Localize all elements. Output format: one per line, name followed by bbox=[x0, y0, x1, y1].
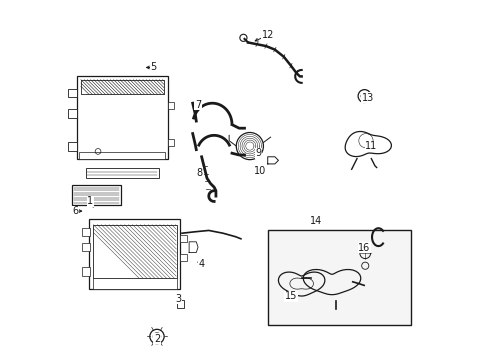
FancyBboxPatch shape bbox=[67, 109, 77, 118]
Text: 3: 3 bbox=[175, 294, 181, 303]
Text: 16: 16 bbox=[357, 243, 369, 253]
FancyBboxPatch shape bbox=[67, 142, 77, 150]
Text: 11: 11 bbox=[365, 141, 377, 151]
Bar bbox=[85, 168, 159, 178]
FancyBboxPatch shape bbox=[67, 89, 77, 97]
Bar bbox=[176, 300, 184, 307]
Bar bbox=[180, 235, 186, 242]
Bar bbox=[93, 278, 176, 289]
Text: 7: 7 bbox=[195, 100, 201, 110]
Bar bbox=[267, 230, 410, 325]
Bar bbox=[82, 243, 90, 251]
Bar bbox=[82, 267, 90, 276]
Text: 9: 9 bbox=[255, 148, 261, 158]
Bar bbox=[167, 139, 174, 146]
Text: 4: 4 bbox=[198, 259, 204, 269]
Bar bbox=[89, 219, 180, 289]
Text: 8: 8 bbox=[196, 168, 203, 178]
Bar bbox=[93, 225, 176, 278]
Text: 2: 2 bbox=[154, 334, 160, 344]
Bar bbox=[167, 102, 174, 109]
Bar bbox=[81, 80, 164, 94]
Text: 5: 5 bbox=[150, 63, 156, 72]
Text: 1: 1 bbox=[87, 197, 93, 206]
Bar bbox=[82, 228, 90, 236]
Text: 6: 6 bbox=[73, 206, 79, 216]
Text: 13: 13 bbox=[361, 93, 373, 103]
Text: 14: 14 bbox=[309, 216, 322, 226]
Bar bbox=[180, 254, 186, 261]
Text: 10: 10 bbox=[254, 166, 266, 176]
Bar bbox=[72, 185, 121, 205]
Bar bbox=[77, 76, 167, 158]
Text: 15: 15 bbox=[284, 291, 297, 301]
Bar bbox=[80, 152, 165, 158]
Bar bbox=[81, 80, 164, 94]
Text: 12: 12 bbox=[261, 30, 273, 40]
